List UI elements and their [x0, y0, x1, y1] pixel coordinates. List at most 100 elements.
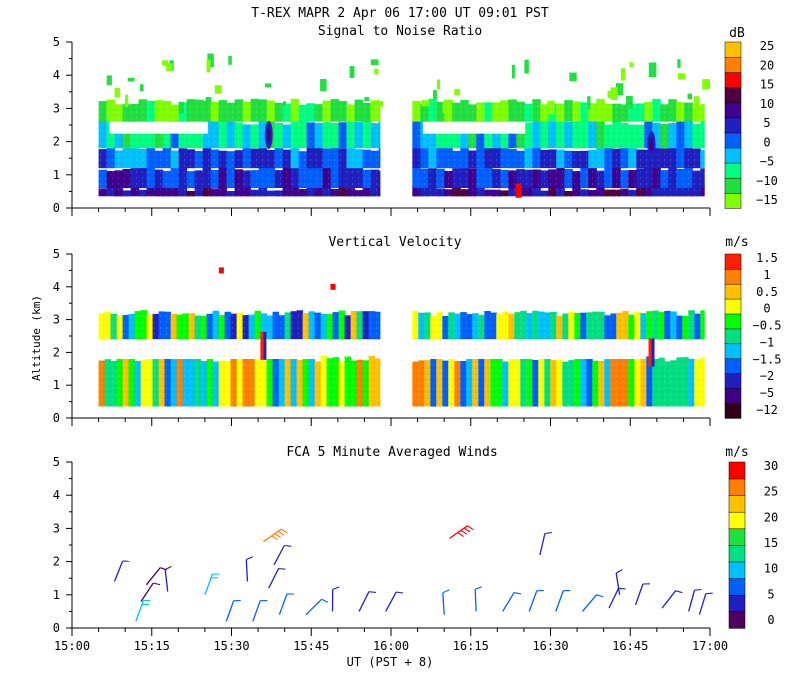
figure-title: T-REX MAPR 2 Apr 06 17:00 UT 09:01 PST	[251, 6, 549, 21]
snr-echo	[610, 87, 618, 100]
wind-barb	[204, 573, 214, 596]
vv-cbar-swatch	[724, 313, 742, 330]
wind-barb	[278, 593, 288, 615]
winds-cbar-swatch	[728, 594, 746, 613]
wind-barb	[385, 591, 397, 612]
snr-plume-core	[649, 137, 654, 152]
snr-y-tick-label: 4	[53, 68, 60, 82]
winds-xlabel: UT (PST + 8)	[347, 655, 434, 669]
snr-y-tick-label: 5	[53, 35, 60, 49]
snr-echo	[370, 59, 379, 65]
vv-cbar-label: −12	[756, 403, 778, 417]
winds-cbar-swatch	[728, 544, 746, 563]
wind-barb-flag	[368, 591, 376, 593]
snr-echo	[437, 79, 441, 90]
winds-x-tick-label: 16:15	[453, 639, 489, 653]
wind-barb	[608, 588, 620, 609]
snr-y-tick-label: 2	[53, 135, 60, 149]
vv-spot	[330, 283, 336, 290]
wind-barb	[688, 590, 696, 612]
snr-cbar-label: 20	[760, 58, 774, 72]
wind-barb-flag	[467, 525, 474, 531]
winds-cbar-swatch	[728, 494, 746, 513]
wind-barb	[449, 525, 468, 539]
winds-plot-area	[113, 525, 713, 622]
wind-barb-flag	[463, 527, 471, 533]
wind-barb-flag	[321, 598, 329, 603]
wind-barb-flag	[284, 544, 292, 547]
vv-cbar-swatch	[724, 253, 742, 270]
wind-barb-flag	[396, 591, 404, 594]
winds-y-tick-label: 4	[53, 488, 60, 502]
wind-barb-flag	[271, 535, 278, 541]
snr-echo	[106, 75, 112, 85]
snr-echo	[320, 79, 327, 92]
snr-y-tick-label: 1	[53, 168, 60, 182]
winds-cbar-label: 0	[767, 613, 774, 627]
snr-echo	[380, 101, 384, 107]
winds-x-tick-label: 15:45	[293, 639, 329, 653]
wind-barb	[252, 600, 261, 622]
winds-cbar-swatch	[728, 577, 746, 596]
snr-echo	[648, 62, 657, 77]
snr-cbar-label: 15	[760, 78, 774, 92]
wind-barb-flag	[281, 528, 288, 534]
snr-texture	[98, 101, 381, 197]
wind-barb	[358, 591, 370, 612]
snr-cbar-swatch	[724, 102, 742, 119]
vv-segment	[98, 310, 381, 407]
winds-cbar-label: 30	[764, 459, 778, 473]
winds-cbar-label: 5	[767, 587, 774, 601]
vv-y-tick-label: 0	[53, 411, 60, 425]
vv-spot	[218, 267, 224, 274]
snr-cbar-label: 10	[760, 97, 774, 111]
vv-segment	[412, 310, 705, 407]
snr-cbar-label: 25	[760, 39, 774, 53]
wind-barb	[539, 533, 546, 556]
wind-barb-flag	[596, 594, 604, 598]
winds-cbar-label: 25	[764, 485, 778, 499]
winds-cbar-label: 20	[764, 510, 778, 524]
vv-panel: Vertical Velocity 0 1 2 3 4 5 Altitude (km) m…	[30, 235, 781, 426]
snr-y-tick-label: 0	[53, 201, 60, 215]
wind-barb-flag	[246, 556, 254, 561]
winds-cbar-swatch	[728, 561, 746, 579]
winds-colorbar: 30 25 20 15 10 5 0	[728, 459, 778, 629]
wind-barb	[555, 590, 564, 612]
snr-echo	[264, 83, 272, 88]
snr-colorbar: 25 20 15 10 5 0 −5 −10 −15	[724, 39, 778, 209]
vv-title: Vertical Velocity	[328, 235, 461, 250]
vv-column-up	[260, 331, 264, 360]
vv-y-tick-label: 2	[53, 345, 60, 359]
snr-echo	[629, 62, 634, 68]
snr-echo	[207, 53, 214, 67]
snr-segment	[412, 59, 710, 197]
vv-y-tick-label: 3	[53, 313, 60, 327]
wind-barb-flag	[513, 592, 522, 595]
vv-texture	[412, 313, 705, 407]
snr-echo	[433, 90, 437, 100]
winds-cbar-swatch	[728, 478, 746, 496]
vv-cbar-swatch	[724, 298, 742, 315]
winds-y-tick-label: 1	[53, 588, 60, 602]
vv-y-tick-label: 1	[53, 378, 60, 392]
snr-cbar-label: −10	[756, 174, 778, 188]
vv-cbar-swatch	[724, 343, 742, 360]
winds-cbar-swatch	[728, 528, 746, 546]
winds-x-tick-label: 16:45	[612, 639, 648, 653]
snr-cbar-swatch	[724, 192, 742, 209]
snr-echo	[677, 73, 686, 80]
winds-x-tick-label: 17:00	[692, 639, 728, 653]
vv-cbar-swatch	[724, 387, 742, 404]
vv-cbar-label: −5	[760, 386, 774, 400]
wind-barb-flag	[153, 582, 161, 586]
snr-panel: Signal to Noise Ratio 0 1 2 3 4 5 dB 25 20 15 10…	[53, 24, 778, 216]
wind-barb	[273, 545, 285, 566]
snr-cbar-swatch	[724, 71, 742, 88]
winds-cbar-swatch	[728, 611, 746, 629]
wind-barb	[698, 593, 707, 615]
wind-barb-flag	[474, 586, 482, 590]
winds-x-tick-label: 15:30	[213, 639, 249, 653]
snr-echo	[364, 97, 370, 101]
